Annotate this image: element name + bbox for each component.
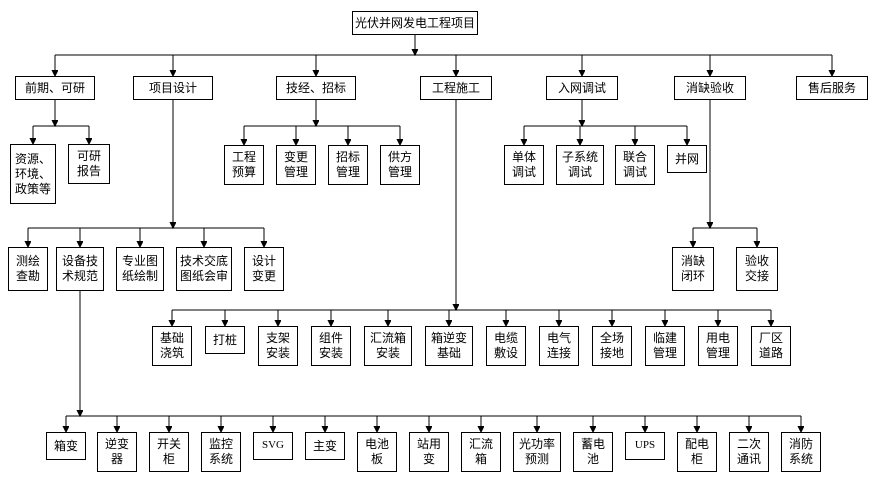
l1d-child-4: 汇流箱 安装	[364, 326, 412, 366]
l1d-child-10: 用电 管理	[698, 326, 738, 366]
l1b-child-0: 测绘 查勘	[8, 247, 48, 291]
l1-node-0: 前期、可研	[15, 76, 95, 100]
bottom-node-11: UPS	[625, 432, 665, 460]
bottom-node-6: 电池 板	[357, 432, 397, 472]
bottom-node-12: 配电 柜	[677, 432, 717, 472]
l1d-child-11: 厂区 道路	[751, 326, 791, 366]
l1d-child-5: 箱逆变 基础	[425, 326, 473, 366]
bottom-node-7: 站用 变	[409, 432, 449, 472]
l1b-child-1: 设备技 术规范	[56, 247, 104, 291]
l1c-child-1: 变更 管理	[276, 145, 316, 185]
root-node: 光伏并网发电工程项目	[352, 11, 478, 35]
l1e-child-3: 并网	[667, 145, 707, 173]
bottom-node-3: 监控 系统	[201, 432, 241, 472]
l1-node-5: 消缺验收	[674, 76, 746, 100]
l1c-child-3: 供方 管理	[380, 145, 420, 185]
l1a-child-0: 资源、 环境、 政策等	[10, 144, 56, 204]
l1d-child-1: 打桩	[205, 326, 245, 354]
l1-node-1: 项目设计	[133, 76, 213, 100]
l1d-child-7: 电气 连接	[539, 326, 579, 366]
l1b-child-3: 技术交底 图纸会审	[176, 247, 232, 291]
l1-node-6: 售后服务	[796, 76, 868, 100]
l1-node-3: 工程施工	[420, 76, 492, 100]
bottom-node-0: 箱变	[46, 432, 86, 460]
l1d-child-2: 支架 安装	[258, 326, 298, 366]
l1d-child-3: 组件 安装	[311, 326, 351, 366]
bottom-node-10: 蓄电 池	[573, 432, 613, 472]
bottom-node-13: 二次 通讯	[729, 432, 769, 472]
bottom-node-8: 汇流 箱	[461, 432, 501, 472]
l1e-child-2: 联合 调试	[615, 145, 655, 185]
l1b-child-4: 设计 变更	[244, 247, 284, 291]
l1e-child-1: 子系统 调试	[556, 145, 604, 185]
l1f-child-0: 消缺 闭环	[672, 247, 714, 291]
l1b-child-2: 专业图 纸绘制	[116, 247, 164, 291]
l1-node-2: 技经、招标	[276, 76, 356, 100]
l1c-child-2: 招标 管理	[328, 145, 368, 185]
bottom-node-14: 消防 系统	[781, 432, 821, 472]
l1-node-4: 入网调试	[546, 76, 618, 100]
bottom-node-5: 主变	[305, 432, 345, 460]
bottom-node-4: SVG	[253, 432, 293, 460]
bottom-node-1: 逆变 器	[97, 432, 137, 472]
l1d-child-9: 临建 管理	[645, 326, 685, 366]
l1d-child-8: 全场 接地	[592, 326, 632, 366]
l1c-child-0: 工程 预算	[224, 145, 264, 185]
bottom-node-2: 开关 柜	[149, 432, 189, 472]
l1a-child-1: 可研 报告	[68, 144, 110, 184]
bottom-node-9: 光功率 预测	[513, 432, 561, 472]
l1d-child-0: 基础 浇筑	[152, 326, 192, 366]
l1f-child-1: 验收 交接	[736, 247, 778, 291]
l1d-child-6: 电缆 敷设	[486, 326, 526, 366]
l1e-child-0: 单体 调试	[504, 145, 544, 185]
